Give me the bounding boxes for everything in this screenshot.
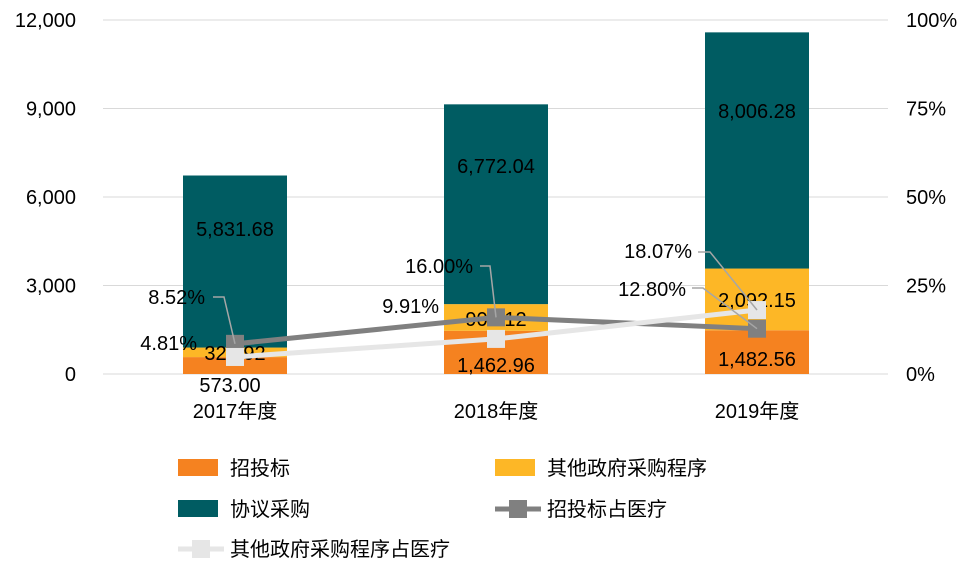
legend-swatch: [178, 500, 218, 517]
legend-swatch: [495, 459, 535, 476]
leader-line: [480, 265, 497, 318]
bar-data-label: 1,462.96: [457, 355, 535, 377]
legend-label: 其他政府采购程序占医疗: [230, 538, 450, 561]
y-left-tick-label: 0: [65, 364, 76, 386]
line-data-label: 16.00%: [405, 256, 473, 278]
line-marker: [226, 347, 244, 366]
y-right-tick-label: 75%: [906, 99, 946, 121]
legend-label: 招投标占医疗: [547, 498, 667, 521]
bar-data-label: 6,772.04: [457, 156, 535, 178]
line-data-label: 18.07%: [624, 241, 692, 263]
bar-segment: [444, 104, 548, 305]
y-right-tick-label: 50%: [906, 187, 946, 209]
legend-marker: [509, 500, 527, 518]
line-marker: [487, 329, 505, 348]
y-left-tick-label: 3,000: [26, 276, 76, 298]
line-data-label: 8.52%: [148, 287, 205, 309]
bar-data-label: 573.00: [199, 375, 260, 397]
x-tick-label: 2018年度: [454, 400, 539, 423]
y-left-tick-label: 12,000: [15, 10, 76, 32]
y-left-tick-label: 9,000: [26, 99, 76, 121]
legend-label: 其他政府采购程序: [547, 457, 707, 480]
x-tick-label: 2017年度: [193, 400, 278, 423]
legend-label: 协议采购: [230, 498, 310, 521]
leader-line: [698, 251, 758, 311]
line-data-label: 4.81%: [140, 333, 197, 355]
bar-segment: [183, 175, 287, 348]
bar-segment: [705, 32, 809, 269]
legend-swatch: [178, 459, 218, 476]
y-right-tick-label: 100%: [906, 10, 957, 32]
line-data-label: 12.80%: [618, 279, 686, 301]
bar-data-label: 1,482.56: [718, 349, 796, 371]
legend-label: 招投标: [230, 457, 290, 480]
legend-marker: [192, 540, 210, 558]
line-data-label: 9.91%: [382, 296, 439, 318]
y-left-tick-label: 6,000: [26, 187, 76, 209]
y-right-tick-label: 25%: [906, 276, 946, 298]
bar-data-label: 8,006.28: [718, 101, 796, 123]
leader-line: [213, 296, 236, 345]
bar-data-label: 2,092.15: [718, 290, 796, 312]
bar-data-label: 5,831.68: [196, 219, 274, 241]
leader-line: [692, 287, 758, 330]
x-tick-label: 2019年度: [715, 400, 800, 423]
y-right-tick-label: 0%: [906, 364, 935, 386]
